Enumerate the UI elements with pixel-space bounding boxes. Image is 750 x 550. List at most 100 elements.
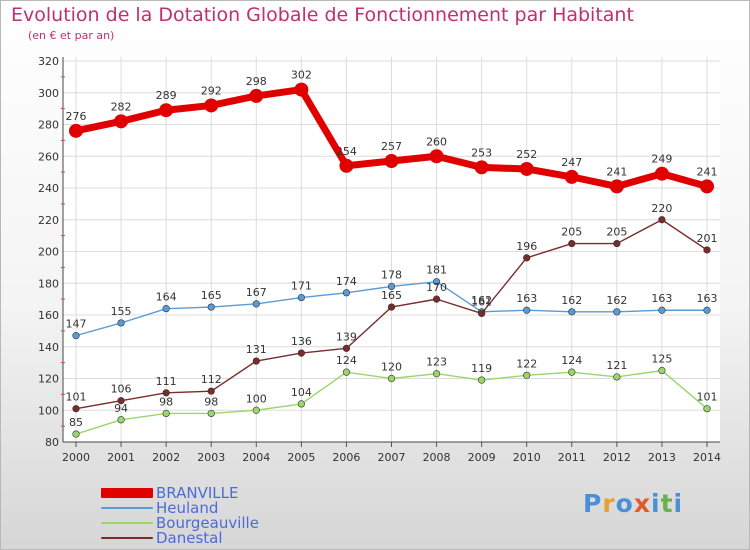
legend-label: Danestal — [156, 529, 223, 547]
data-point-danestal — [162, 389, 170, 397]
data-label-branville: 247 — [561, 156, 582, 169]
data-label-danestal: 139 — [336, 330, 357, 343]
data-point-branville — [519, 161, 534, 176]
y-tick-label: 280 — [38, 119, 59, 132]
data-label-danestal: 205 — [606, 226, 627, 239]
data-point-bourgeauville — [72, 430, 80, 438]
data-label-heuland: 162 — [471, 294, 492, 307]
x-tick-label: 2002 — [152, 451, 180, 464]
data-point-branville — [249, 88, 264, 103]
x-tick-label: 2006 — [332, 451, 360, 464]
data-point-branville — [159, 103, 174, 118]
data-point-branville — [384, 154, 399, 169]
data-point-bourgeauville — [613, 373, 621, 381]
x-tick-label: 2001 — [107, 451, 135, 464]
data-label-branville: 298 — [246, 75, 267, 88]
data-point-heuland — [523, 306, 531, 314]
data-label-bourgeauville: 100 — [246, 392, 267, 405]
data-point-heuland — [568, 308, 576, 316]
y-tick-label: 80 — [45, 436, 59, 449]
data-label-bourgeauville: 94 — [114, 402, 128, 415]
x-tick-label: 2004 — [242, 451, 270, 464]
data-point-branville — [474, 160, 489, 175]
data-label-heuland: 162 — [606, 294, 627, 307]
data-label-heuland: 167 — [246, 286, 267, 299]
data-point-bourgeauville — [297, 400, 305, 408]
legend-swatch — [101, 522, 153, 524]
y-tick-label: 120 — [38, 373, 59, 386]
data-label-branville: 289 — [156, 89, 177, 102]
data-label-danestal: 170 — [426, 281, 447, 294]
data-point-danestal — [387, 303, 396, 311]
data-point-danestal — [523, 254, 531, 262]
data-point-heuland — [703, 306, 711, 314]
chart-subtitle: (en € et par an) — [28, 29, 115, 42]
data-point-danestal — [117, 397, 125, 405]
data-point-bourgeauville — [658, 366, 666, 375]
data-label-heuland: 163 — [697, 292, 718, 305]
data-label-heuland: 181 — [426, 264, 447, 277]
data-point-branville — [564, 169, 579, 184]
data-label-danestal: 201 — [697, 232, 718, 245]
data-point-bourgeauville — [703, 405, 711, 413]
legend-swatch — [101, 507, 153, 509]
proxiti-logo: Proxiti — [583, 489, 684, 518]
data-label-bourgeauville: 122 — [516, 357, 537, 370]
data-label-bourgeauville: 119 — [471, 362, 492, 375]
y-tick-label: 100 — [38, 404, 59, 417]
data-point-branville — [700, 179, 714, 194]
data-label-heuland: 163 — [516, 292, 537, 305]
y-tick-label: 300 — [38, 87, 59, 100]
data-label-branville: 241 — [697, 165, 718, 178]
data-label-danestal: 136 — [291, 335, 312, 348]
data-label-heuland: 155 — [111, 305, 132, 318]
data-point-bourgeauville — [117, 416, 125, 424]
data-label-heuland: 178 — [381, 268, 402, 281]
data-label-danestal: 165 — [381, 289, 402, 302]
x-tick-label: 2014 — [693, 451, 721, 464]
data-point-branville — [294, 82, 309, 97]
data-point-bourgeauville — [207, 409, 215, 418]
data-label-branville: 254 — [336, 145, 357, 158]
data-point-bourgeauville — [478, 376, 486, 384]
data-label-danestal: 131 — [246, 343, 267, 356]
data-point-danestal — [568, 239, 576, 248]
data-label-heuland: 163 — [651, 292, 672, 305]
legend-item: Bourgeauville — [101, 514, 321, 532]
data-point-heuland — [207, 303, 215, 311]
data-point-bourgeauville — [162, 409, 170, 418]
data-label-branville: 249 — [651, 153, 672, 166]
y-tick-label: 220 — [38, 214, 59, 227]
data-point-danestal — [478, 309, 486, 318]
data-point-danestal — [613, 239, 621, 248]
data-label-branville: 257 — [381, 140, 402, 153]
data-point-heuland — [72, 332, 80, 340]
data-point-heuland — [658, 306, 666, 314]
data-point-branville — [114, 114, 129, 129]
y-tick-label: 180 — [38, 277, 59, 290]
data-point-danestal — [342, 344, 351, 352]
x-tick-label: 2008 — [423, 451, 451, 464]
data-point-heuland — [162, 305, 170, 313]
x-tick-label: 2003 — [197, 451, 225, 464]
legend-item: BRANVILLE — [101, 484, 321, 502]
legend-swatch — [101, 537, 153, 539]
data-label-branville: 292 — [201, 84, 222, 97]
legend-item: Heuland — [101, 499, 321, 517]
data-point-bourgeauville — [568, 368, 576, 376]
data-point-heuland — [252, 300, 260, 308]
data-label-bourgeauville: 124 — [336, 354, 357, 367]
data-label-heuland: 165 — [201, 289, 222, 302]
data-point-bourgeauville — [252, 406, 260, 414]
data-label-branville: 276 — [66, 110, 87, 123]
data-label-heuland: 164 — [156, 291, 177, 304]
data-label-bourgeauville: 123 — [426, 356, 447, 369]
x-tick-label: 2011 — [558, 451, 586, 464]
data-point-danestal — [252, 357, 260, 365]
data-label-bourgeauville: 85 — [69, 416, 83, 429]
legend-item: Danestal — [101, 529, 321, 547]
data-label-danestal: 196 — [516, 240, 537, 253]
data-point-branville — [654, 166, 669, 181]
x-tick-label: 2013 — [648, 451, 676, 464]
